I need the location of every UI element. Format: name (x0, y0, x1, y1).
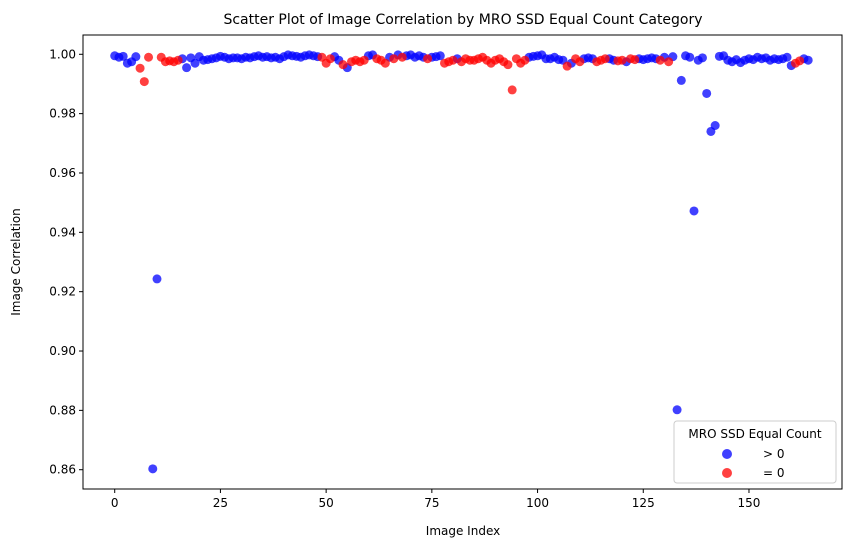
point-eq0 (144, 52, 154, 62)
point-gt0 (672, 405, 682, 415)
point-gt0 (685, 52, 695, 62)
point-eq0 (575, 57, 585, 67)
plot-area (82, 34, 843, 490)
point-eq0 (507, 85, 517, 95)
point-eq0 (423, 54, 433, 64)
point-eq0 (325, 54, 335, 64)
point-gt0 (782, 52, 792, 62)
y-axis: 0.86 0.88 0.90 0.92 0.94 0.96 0.98 1.00 (49, 47, 83, 477)
point-gt0 (697, 53, 707, 63)
point-eq0 (338, 60, 348, 70)
point-eq0 (600, 54, 610, 64)
legend: MRO SSD Equal Count > 0 = 0 (673, 420, 837, 484)
point-gt0 (689, 206, 699, 216)
y-tick-label: 0.90 (49, 344, 76, 358)
point-gt0 (131, 52, 141, 62)
x-axis-label: Image Index (426, 524, 500, 538)
point-gt0 (118, 51, 128, 61)
legend-marker-eq0 (722, 468, 732, 478)
y-tick-label: 0.86 (49, 463, 76, 477)
x-tick-label: 100 (526, 496, 549, 510)
point-eq0 (655, 55, 665, 65)
point-gt0 (676, 75, 686, 85)
legend-label-eq0: = 0 (763, 466, 785, 480)
x-tick-label: 0 (111, 496, 119, 510)
point-eq0 (664, 57, 674, 67)
point-eq0 (617, 55, 627, 65)
x-tick-label: 25 (213, 496, 228, 510)
point-eq0 (380, 58, 390, 68)
y-axis-label: Image Correlation (9, 208, 23, 316)
point-gt0 (702, 88, 712, 98)
point-eq0 (139, 77, 149, 87)
x-axis: 0 25 50 75 100 125 150 (111, 489, 761, 510)
legend-box (673, 420, 837, 484)
x-tick-label: 75 (424, 496, 439, 510)
point-eq0 (503, 60, 513, 70)
y-tick-label: 0.88 (49, 403, 76, 417)
point-eq0 (630, 55, 640, 65)
point-eq0 (135, 63, 145, 73)
legend-label-gt0: > 0 (763, 447, 785, 461)
x-tick-label: 50 (318, 496, 333, 510)
y-tick-label: 0.96 (49, 166, 76, 180)
y-tick-label: 0.92 (49, 285, 76, 299)
point-gt0 (435, 51, 445, 61)
legend-marker-gt0 (722, 449, 732, 459)
point-gt0 (148, 464, 158, 474)
legend-title: MRO SSD Equal Count (688, 427, 821, 441)
point-gt0 (803, 55, 813, 65)
point-gt0 (182, 63, 192, 73)
chart-title: Scatter Plot of Image Correlation by MRO… (223, 12, 702, 28)
point-gt0 (152, 274, 162, 284)
point-eq0 (173, 55, 183, 65)
point-eq0 (562, 61, 572, 71)
point-eq0 (520, 55, 530, 65)
y-tick-label: 1.00 (49, 47, 76, 61)
y-tick-label: 0.94 (49, 225, 76, 239)
point-eq0 (795, 56, 805, 66)
point-eq0 (389, 54, 399, 64)
y-tick-label: 0.98 (49, 107, 76, 121)
data-points (110, 50, 813, 474)
x-tick-label: 125 (632, 496, 655, 510)
point-eq0 (397, 52, 407, 62)
point-gt0 (190, 58, 200, 68)
x-tick-label: 150 (738, 496, 761, 510)
point-gt0 (710, 121, 720, 131)
point-eq0 (359, 55, 369, 65)
point-eq0 (448, 55, 458, 65)
